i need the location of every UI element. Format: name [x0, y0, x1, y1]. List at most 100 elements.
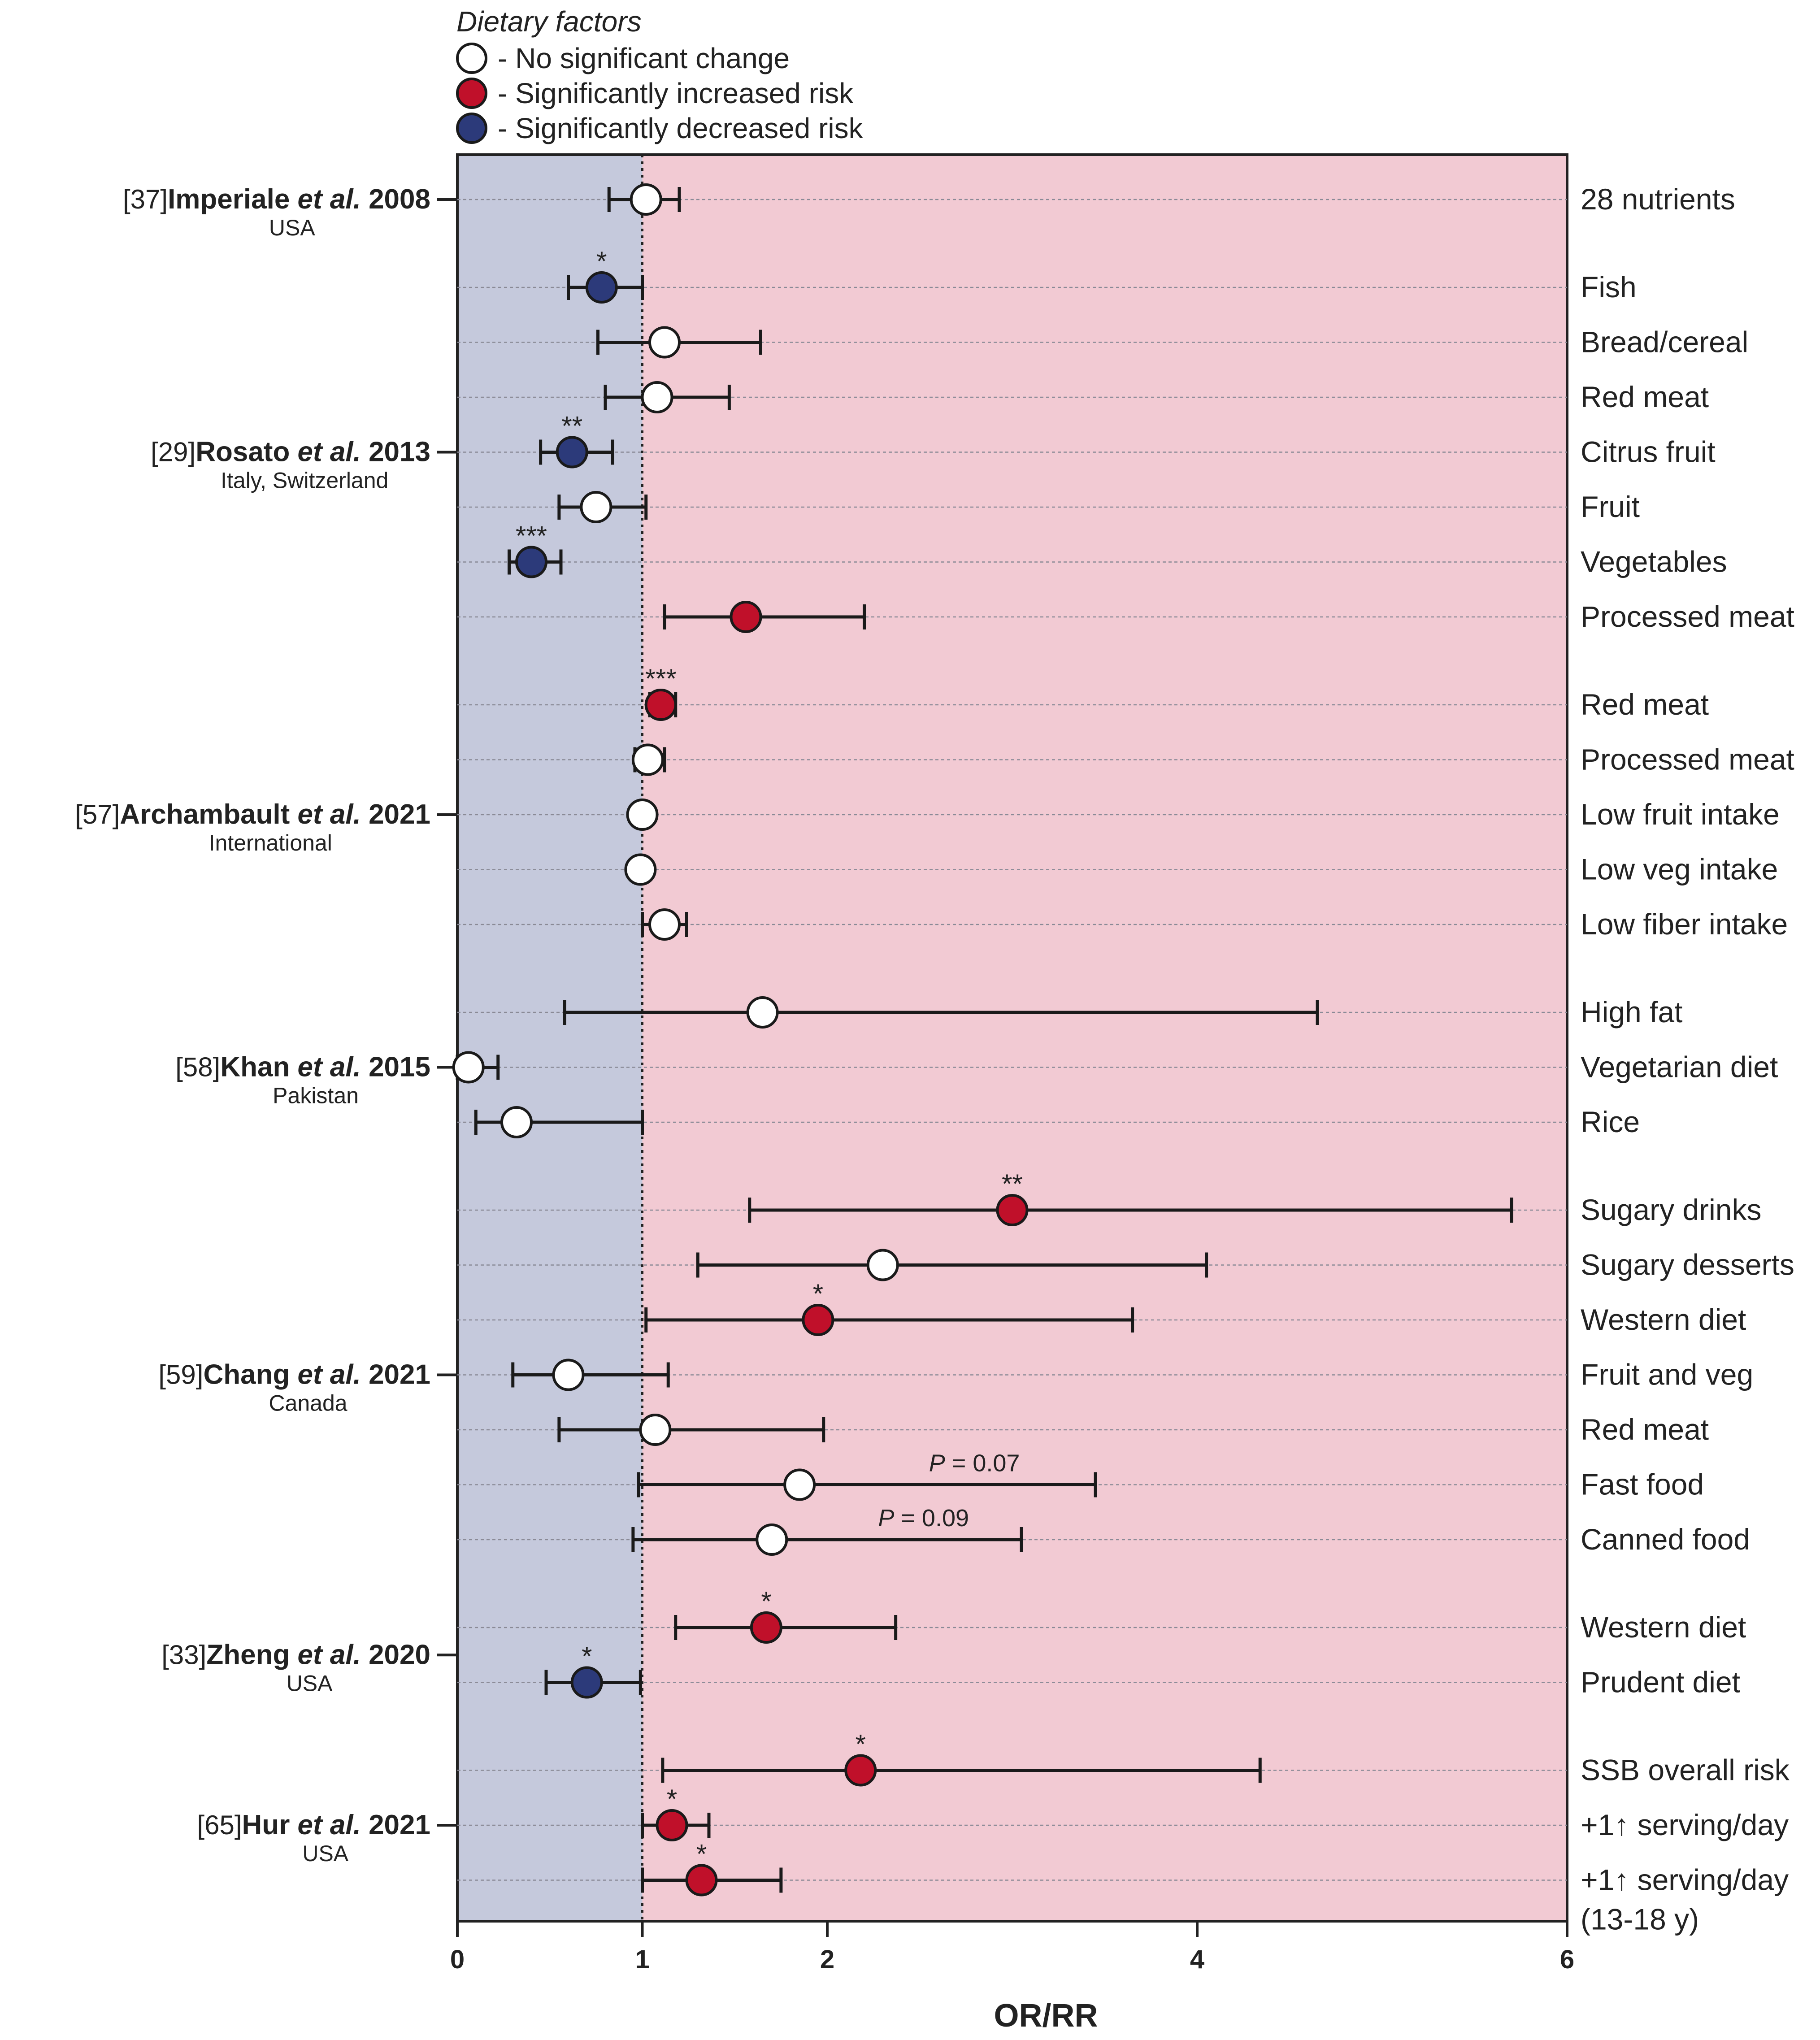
study-country: International [209, 830, 332, 855]
row-label: Low fruit intake [1581, 798, 1780, 831]
row-label: Red meat [1581, 1413, 1709, 1446]
significance-marker: *** [645, 664, 677, 694]
study-author: Zheng [206, 1639, 297, 1670]
estimate-row [596, 326, 762, 359]
x-axis-title: OR/RR [994, 1998, 1098, 2034]
point-estimate [639, 1414, 672, 1446]
point-estimate [552, 1359, 585, 1391]
row-label: Prudent diet [1581, 1666, 1740, 1699]
estimate-row [474, 1106, 644, 1138]
study-etal: et al. [298, 1810, 361, 1840]
estimates: ************P = 0.07P = 0.09***** [452, 183, 1513, 1897]
point-estimate [802, 1304, 834, 1336]
x-tick-label: 0 [450, 1945, 465, 1974]
point-estimate [685, 1864, 718, 1897]
row-label: +1↑ serving/day [1581, 1808, 1789, 1841]
point-estimate [515, 546, 547, 578]
x-tick-label: 2 [820, 1945, 834, 1974]
study-label: [57]Archambault et al. 2021 [75, 799, 430, 830]
legend-marker-inc [456, 78, 487, 109]
row-label: Western diet [1581, 1303, 1746, 1336]
point-estimate [570, 1666, 603, 1699]
point-estimate [631, 743, 664, 776]
row-label: Sugary desserts [1581, 1248, 1794, 1281]
estimate-row [511, 1359, 670, 1391]
study-country: Pakistan [273, 1083, 359, 1108]
estimate-row [641, 908, 688, 941]
estimate-row: * [661, 1729, 1262, 1787]
study-ref: [59] [158, 1360, 203, 1390]
point-estimate [626, 799, 659, 831]
study-year: 2015 [361, 1052, 430, 1083]
row-label: Low veg intake [1581, 853, 1778, 886]
point-estimate [844, 1754, 877, 1787]
study-label: [33]Zheng et al. 2020 [161, 1639, 430, 1670]
x-axis: 0 1 2 4 6 OR/RR [450, 1921, 1574, 2034]
point-estimate [656, 1809, 688, 1841]
study-author: Hur [242, 1810, 298, 1840]
study-etal: et al. [298, 1052, 361, 1083]
study-country: USA [269, 215, 315, 240]
significance-marker: ** [561, 411, 582, 441]
study-label: [37]Imperiale et al. 2008 [123, 184, 430, 215]
x-tick-label: 4 [1190, 1945, 1204, 1974]
estimate-row [557, 491, 648, 523]
study-country: Italy, Switzerland [221, 468, 388, 493]
point-estimate [648, 326, 681, 359]
point-estimate [641, 381, 673, 413]
study-year: 2021 [361, 799, 430, 830]
x-tick-label: 6 [1560, 1945, 1574, 1974]
estimate-row [631, 743, 666, 776]
row-label: Vegetables [1581, 545, 1727, 578]
estimate-row [452, 1051, 500, 1084]
point-estimate [866, 1249, 899, 1281]
study-country: USA [287, 1671, 333, 1696]
significance-marker: * [761, 1586, 771, 1616]
row-label: +1↑ serving/day [1581, 1863, 1789, 1897]
study-ref: [65] [197, 1810, 242, 1840]
estimate-row [696, 1249, 1208, 1281]
point-estimate [750, 1611, 782, 1644]
row-label: 28 nutrients [1581, 182, 1735, 216]
point-estimate [783, 1468, 816, 1501]
row-label: SSB overall risk [1581, 1754, 1790, 1787]
plot-frame [456, 153, 1568, 1923]
study-etal: et al. [298, 1359, 361, 1390]
estimate-row [604, 381, 731, 413]
row-label-secondary: (13-18 y) [1581, 1903, 1699, 1936]
point-estimate [624, 853, 657, 886]
p-symbol: P [929, 1450, 945, 1477]
study-year: 2021 [361, 1359, 430, 1390]
study-ref: [33] [161, 1640, 206, 1670]
point-estimate [500, 1106, 533, 1138]
significance-marker: *** [516, 521, 547, 551]
significance-marker: * [813, 1279, 823, 1309]
row-label: Western diet [1581, 1610, 1746, 1644]
significance-marker: * [856, 1729, 866, 1759]
legend-label-dec: - Significantly decreased risk [498, 112, 864, 144]
row-label: Fast food [1581, 1468, 1704, 1501]
legend: Dietary factors- No significant change- … [456, 5, 864, 144]
legend-title: Dietary factors [456, 5, 642, 38]
row-label: Fruit [1581, 490, 1640, 523]
estimate-row [624, 853, 657, 886]
significance-marker: * [582, 1641, 592, 1671]
row-label: Sugary drinks [1581, 1193, 1762, 1226]
study-label: [59]Chang et al. 2021 [158, 1359, 430, 1390]
row-label: Red meat [1581, 380, 1709, 413]
estimate-row: *** [508, 521, 563, 578]
point-estimate [746, 996, 779, 1029]
row-label: Processed meat [1581, 743, 1794, 776]
study-author: Khan [220, 1052, 297, 1083]
study-year: 2008 [361, 184, 430, 215]
row-label: Vegetarian diet [1581, 1050, 1778, 1084]
row-label: Bread/cereal [1581, 326, 1748, 359]
significance-marker: ** [1002, 1169, 1023, 1199]
point-estimate [648, 908, 681, 941]
legend-label-inc: - Significantly increased risk [498, 77, 854, 109]
estimate-row: ** [539, 411, 614, 469]
study-ref: [37] [123, 184, 168, 214]
estimate-row [626, 799, 659, 831]
estimate-row: ** [748, 1169, 1513, 1226]
